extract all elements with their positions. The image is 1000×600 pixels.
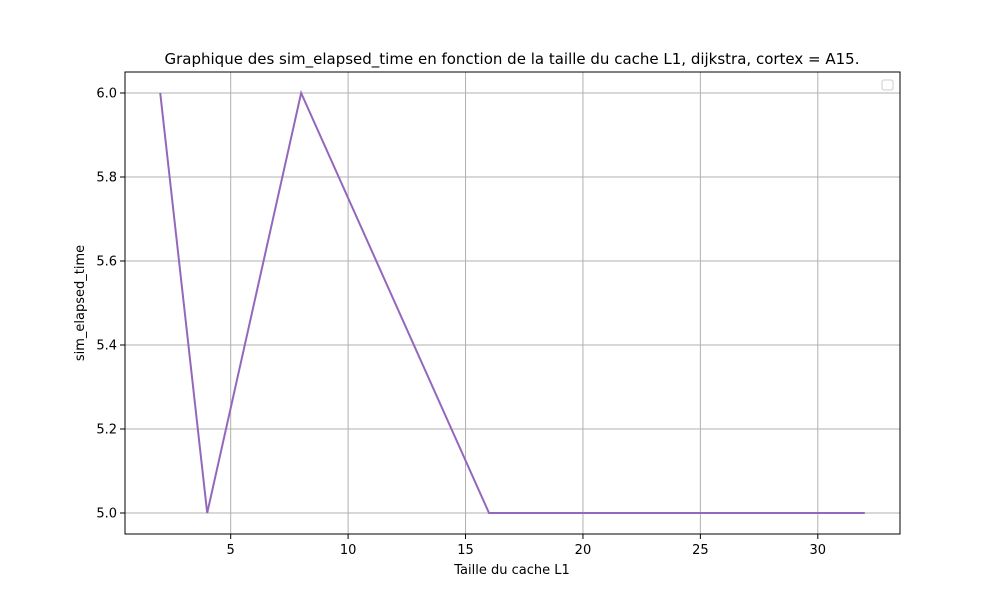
x-tick-label: 25 bbox=[692, 543, 709, 558]
grid-layer bbox=[125, 72, 900, 534]
y-tick-label: 5.4 bbox=[96, 339, 117, 354]
legend-box bbox=[881, 79, 894, 91]
y-tick-label: 6.0 bbox=[96, 87, 117, 102]
y-tick-label: 5.2 bbox=[96, 423, 117, 438]
x-tick-label: 30 bbox=[810, 543, 827, 558]
y-tick-label: 5.8 bbox=[96, 171, 117, 186]
y-tick-label: 5.0 bbox=[96, 507, 117, 522]
x-tick-label: 10 bbox=[340, 543, 357, 558]
chart-title: Graphique des sim_elapsed_time en foncti… bbox=[165, 50, 860, 69]
y-tick-label: 5.6 bbox=[96, 255, 117, 270]
x-tick-label: 15 bbox=[457, 543, 474, 558]
axes-frame bbox=[124, 71, 901, 535]
x-axis-label: Taille du cache L1 bbox=[453, 563, 570, 578]
x-tick-label: 20 bbox=[575, 543, 592, 558]
series-layer bbox=[159, 89, 865, 514]
x-tick-label: 5 bbox=[227, 543, 235, 558]
y-axis-label: sim_elapsed_time bbox=[73, 245, 88, 361]
series-line bbox=[159, 89, 865, 514]
tick-layer: 5 10 15 20 25 30 5.0 5.2 5.4 5.6 5.8 6.0 bbox=[96, 87, 826, 559]
